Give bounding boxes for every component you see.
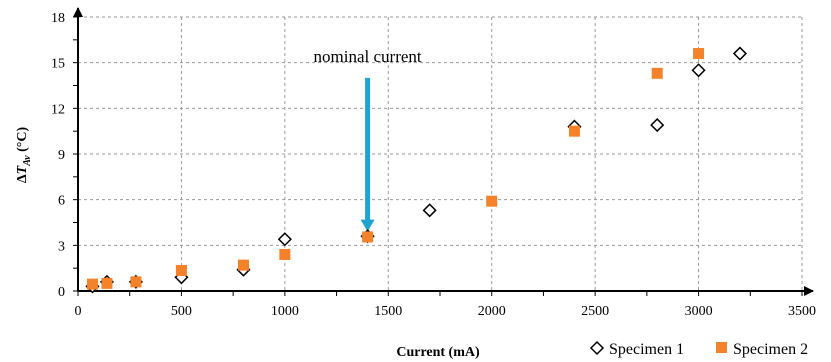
x-tick-label: 3500 <box>788 304 816 319</box>
x-tick-label: 2500 <box>581 304 609 319</box>
annotation: nominal current <box>314 47 422 232</box>
y-tick-label: 15 <box>51 57 65 72</box>
y-axis-title: ΔTAv (°C) <box>15 127 33 184</box>
x-axis-title: Current (mA) <box>396 345 480 360</box>
specimen-2-point <box>486 196 497 207</box>
specimen-2-point <box>362 231 373 242</box>
data-points <box>86 48 745 293</box>
specimen-2-point <box>176 265 187 276</box>
y-tick-label: 9 <box>58 148 65 163</box>
specimen-2-point <box>130 276 141 287</box>
specimen-2-point <box>652 68 663 79</box>
y-tick-label: 6 <box>58 194 65 209</box>
specimen-1-point <box>651 119 663 131</box>
y-tick-label: 3 <box>58 239 65 254</box>
y-tick-label: 18 <box>51 11 65 26</box>
specimen-2-point <box>693 48 704 59</box>
specimen-2-point <box>87 279 98 290</box>
specimen-2-point <box>101 278 112 289</box>
legend: Specimen 1 Specimen 2 <box>591 341 808 358</box>
specimen-1-point <box>424 204 436 216</box>
y-tick-label: 0 <box>58 285 65 300</box>
x-tick-label: 1500 <box>374 304 402 319</box>
legend-square-marker <box>716 342 727 353</box>
annotation-label: nominal current <box>314 47 422 66</box>
specimen-1-point <box>734 48 746 60</box>
specimen-2-point <box>279 249 290 260</box>
legend-diamond-marker <box>591 342 603 354</box>
specimen-1-point <box>693 64 705 76</box>
legend-item-specimen-2: Specimen 2 <box>716 341 808 358</box>
x-tick-label: 3000 <box>685 304 713 319</box>
specimen-1-point <box>279 233 291 245</box>
x-tick-label: 0 <box>75 304 82 319</box>
x-tick-label: 2000 <box>478 304 506 319</box>
specimen-2-point <box>569 126 580 137</box>
y-tick-label: 12 <box>51 102 65 117</box>
legend-item-specimen-1: Specimen 1 <box>591 341 684 358</box>
legend-label-specimen-2: Specimen 2 <box>733 341 808 358</box>
legend-label-specimen-1: Specimen 1 <box>609 341 684 358</box>
specimen-2-point <box>238 260 249 271</box>
x-tick-label: 500 <box>171 304 192 319</box>
x-tick-label: 1000 <box>271 304 299 319</box>
